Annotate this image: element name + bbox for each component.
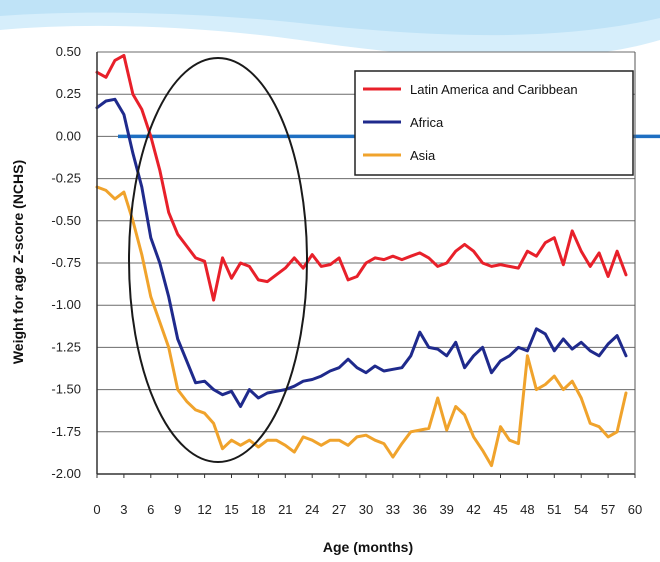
x-tick-label: 18 <box>251 502 265 517</box>
x-tick-label: 51 <box>547 502 561 517</box>
x-axis-title: Age (months) <box>323 539 413 555</box>
x-tick-label: 48 <box>520 502 534 517</box>
x-tick-label: 3 <box>120 502 127 517</box>
x-tick-label: 45 <box>493 502 507 517</box>
x-tick-label: 57 <box>601 502 615 517</box>
legend-box <box>354 70 634 176</box>
legend: Latin America and Caribbean Africa Asia <box>354 70 634 176</box>
x-tick-label: 12 <box>197 502 211 517</box>
series-layer <box>95 53 628 468</box>
x-tick-label: 15 <box>224 502 238 517</box>
y-tick-label: -1.25 <box>51 339 81 354</box>
x-tick-label: 24 <box>305 502 319 517</box>
legend-label: Latin America and Caribbean <box>410 82 578 97</box>
x-tick-label: 39 <box>439 502 453 517</box>
y-tick-label: -1.75 <box>51 424 81 439</box>
x-tick-label: 30 <box>359 502 373 517</box>
series-line-2 <box>95 97 628 408</box>
y-tick-label: 0.25 <box>56 86 81 101</box>
y-tick-label: 0.50 <box>56 44 81 59</box>
x-tick-label: 0 <box>93 502 100 517</box>
y-tick-label: 0.00 <box>56 128 81 143</box>
x-tick-label: 21 <box>278 502 292 517</box>
legend-label: Africa <box>410 115 444 130</box>
x-tick-label: 6 <box>147 502 154 517</box>
y-tick-labels: 0.50 0.25 0.00 -0.25 -0.50 -0.75 -1.00 -1.25 -1.… <box>51 44 81 481</box>
x-tick-label: 42 <box>466 502 480 517</box>
series-line-3 <box>95 185 628 468</box>
x-tick-label: 33 <box>386 502 400 517</box>
x-tick-label: 36 <box>413 502 427 517</box>
y-axis-title: Weight for age Z-score (NCHS) <box>10 160 26 364</box>
y-tick-label: -1.50 <box>51 382 81 397</box>
highlight-ellipse-layer <box>128 57 308 463</box>
x-tick-label: 9 <box>174 502 181 517</box>
legend-label: Asia <box>410 148 436 163</box>
y-tick-label: -0.75 <box>51 255 81 270</box>
y-tick-label: -1.00 <box>51 297 81 312</box>
highlight-ellipse <box>128 57 308 463</box>
x-tick-label: 54 <box>574 502 588 517</box>
banner-wave-front <box>0 0 660 36</box>
y-tick-label: -0.25 <box>51 171 81 186</box>
series-line-1 <box>95 53 628 302</box>
header-banner <box>0 0 660 59</box>
x-tick-label: 27 <box>332 502 346 517</box>
y-tick-label: -0.50 <box>51 213 81 228</box>
y-tick-label: -2.00 <box>51 466 81 481</box>
x-tick-label: 60 <box>628 502 642 517</box>
x-tick-labels: 0 3 6 9 12 15 18 21 24 27 30 33 36 39 42 45 48 51 54 57 60 <box>93 474 642 517</box>
